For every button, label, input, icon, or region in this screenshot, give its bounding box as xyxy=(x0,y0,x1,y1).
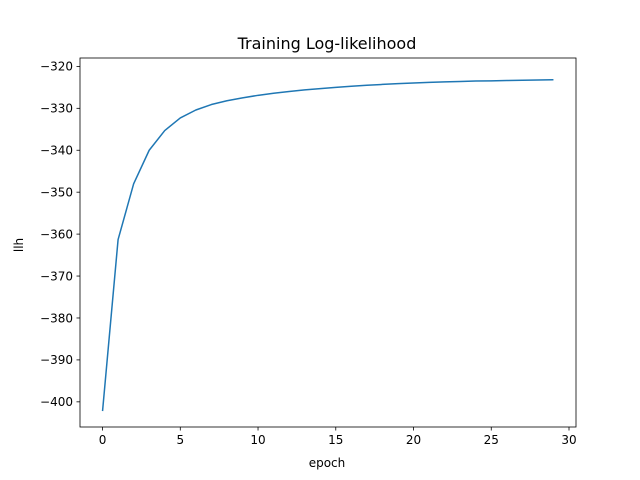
x-tick-label-0: 0 xyxy=(99,433,107,447)
plot-area: 0 5 10 15 20 25 30 −400 −390 −380 −370 −360 −350 −340… xyxy=(40,57,577,447)
y-tick-label-330: −330 xyxy=(40,102,73,116)
x-axis-label: epoch xyxy=(309,456,346,470)
y-tick-label-350: −350 xyxy=(40,185,73,199)
chart-title: Training Log-likelihood xyxy=(237,34,417,53)
x-tick-label-10: 10 xyxy=(250,433,265,447)
y-tick-label-360: −360 xyxy=(40,227,73,241)
x-tick-label-15: 15 xyxy=(328,433,343,447)
series-line-0 xyxy=(101,79,554,412)
y-tick-label-390: −390 xyxy=(40,353,73,367)
y-axis-label: llh xyxy=(12,238,26,252)
axes-frame xyxy=(79,57,577,428)
y-tick-label-340: −340 xyxy=(40,144,73,158)
y-tick-label-320: −320 xyxy=(40,60,73,74)
x-tick-label-25: 25 xyxy=(484,433,499,447)
x-tick-label-20: 20 xyxy=(406,433,421,447)
y-tick-label-380: −380 xyxy=(40,311,73,325)
y-tick-label-400: −400 xyxy=(40,395,73,409)
y-tick-label-370: −370 xyxy=(40,269,73,283)
x-tick-label-30: 30 xyxy=(561,433,576,447)
x-tick-label-5: 5 xyxy=(176,433,184,447)
